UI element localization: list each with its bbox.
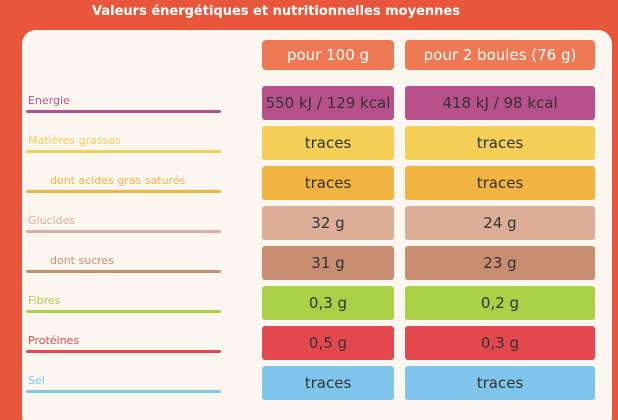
row-rule [26, 230, 221, 233]
row-label: Fibres [28, 294, 61, 307]
value-cell: 418 kJ / 98 kcal [405, 86, 595, 120]
title: Valeurs énergétiques et nutritionnelles … [92, 4, 460, 19]
row-label: dont acides gras saturés [50, 174, 186, 187]
value-cell: traces [405, 126, 595, 160]
value-cell: traces [405, 366, 595, 400]
value-cell: traces [262, 166, 394, 200]
value-cell: 0,5 g [262, 326, 394, 360]
column-header: pour 100 g [262, 40, 394, 70]
value-cell: 0,3 g [262, 286, 394, 320]
value-cell: traces [262, 366, 394, 400]
row-rule [26, 310, 221, 313]
value-cell: 23 g [405, 246, 595, 280]
row-rule [26, 110, 221, 113]
row-rule [26, 350, 221, 353]
row-label: Sel [28, 374, 45, 387]
value-cell: traces [405, 166, 595, 200]
value-cell: 550 kJ / 129 kcal [262, 86, 394, 120]
row-label: dont sucres [50, 254, 115, 267]
column-header: pour 2 boules (76 g) [405, 40, 595, 70]
row-label: Glucides [28, 214, 76, 227]
value-cell: 0,2 g [405, 286, 595, 320]
value-cell: 32 g [262, 206, 394, 240]
value-cell: 31 g [262, 246, 394, 280]
row-label: Matières grasses [28, 134, 121, 147]
value-cell: traces [262, 126, 394, 160]
row-rule [26, 270, 221, 273]
row-rule [26, 150, 221, 153]
row-rule [26, 390, 221, 393]
value-cell: 0,3 g [405, 326, 595, 360]
value-cell: 24 g [405, 206, 595, 240]
row-rule [26, 190, 221, 193]
row-label: Energie [28, 94, 70, 107]
row-label: Protéines [28, 334, 80, 347]
